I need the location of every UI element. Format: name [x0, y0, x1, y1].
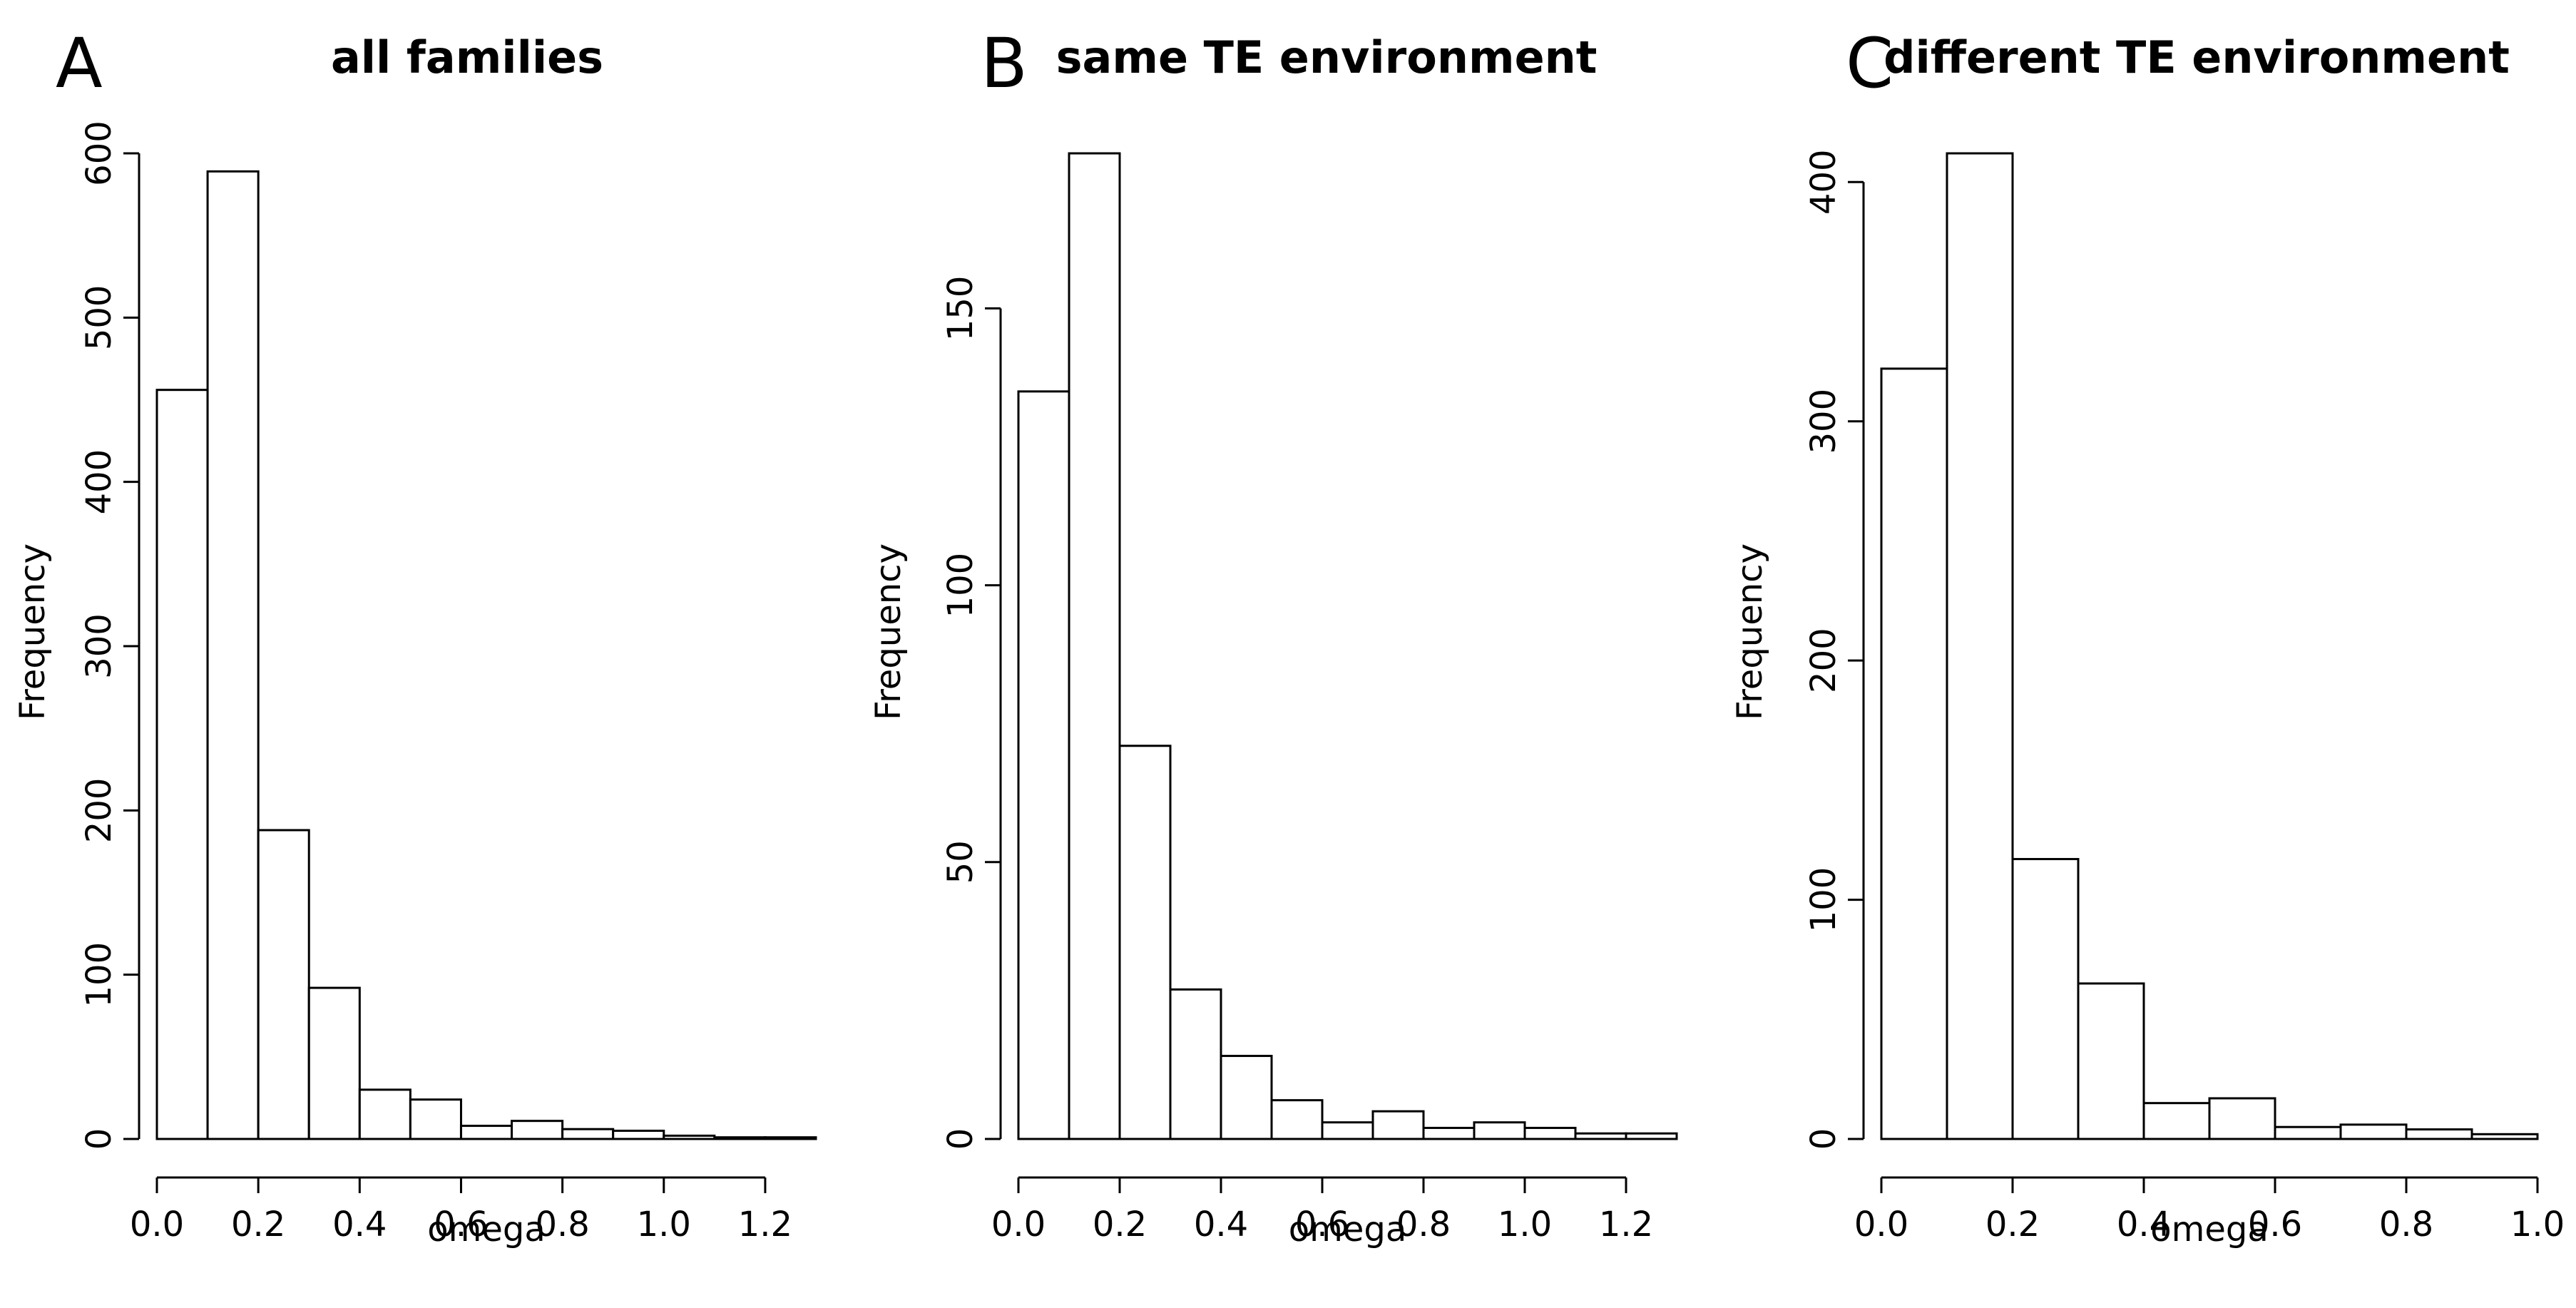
x-tick-label: 0.6	[2248, 1205, 2302, 1245]
y-tick-label: 200	[1804, 628, 1844, 693]
histogram-bar	[206, 170, 260, 1140]
y-tick-label: 50	[941, 840, 981, 884]
x-tick-label: 1.0	[1498, 1205, 1552, 1245]
histogram-bar	[2405, 1128, 2473, 1140]
histogram-bar	[2339, 1123, 2408, 1140]
x-axis: 0.0 0.2 0.4 0.6 0.8 1.0 1.2	[991, 1176, 1653, 1245]
histogram-bar	[155, 389, 209, 1140]
x-tick-label: 1.0	[2510, 1205, 2565, 1245]
histogram-bar	[257, 829, 310, 1140]
x-axis: 0.0 0.2 0.4 0.6 0.8 1.0	[1854, 1176, 2565, 1245]
x-tick-label: 0.2	[1093, 1205, 1147, 1245]
bars	[155, 170, 817, 1140]
histogram-bar	[511, 1120, 564, 1140]
panel-title: same TE environment	[1056, 31, 1598, 83]
x-tick-label: 0.2	[231, 1205, 285, 1245]
x-axis: 0.0 0.2 0.4 0.6 0.8 1.0 1.2	[130, 1176, 792, 1245]
y-tick-label: 600	[79, 121, 119, 186]
y-tick-label: 0	[941, 1128, 981, 1150]
histogram-bar	[1422, 1126, 1476, 1140]
x-axis-label: omega	[2150, 1210, 2269, 1250]
y-tick-label: 0	[1804, 1128, 1844, 1150]
x-tick-label: 1.2	[738, 1205, 792, 1245]
y-axis: 0 100 200 300 400	[1804, 149, 1865, 1150]
y-axis: 0 50 100 150	[941, 276, 1002, 1150]
histogram-bar	[1946, 152, 2014, 1140]
y-axis: 0 100 200 300 400 500 600	[79, 121, 140, 1150]
histogram-bar	[2011, 858, 2080, 1140]
histogram-bar	[358, 1088, 412, 1140]
y-tick-label: 400	[79, 449, 119, 515]
x-tick-label: 0.4	[1194, 1205, 1248, 1245]
y-tick-label: 100	[79, 942, 119, 1008]
x-tick-label: 0.8	[1396, 1205, 1451, 1245]
y-tick-label: 300	[1804, 389, 1844, 454]
histogram-bar	[1574, 1132, 1627, 1140]
histogram-bar	[2208, 1097, 2276, 1140]
histogram-bar	[1880, 367, 1948, 1140]
panel-c: C different TE environment omega Frequen…	[1730, 24, 2565, 1250]
x-tick-label: 0.4	[332, 1205, 387, 1245]
x-tick-label: 0.0	[130, 1205, 184, 1245]
histogram-bar	[2274, 1125, 2342, 1140]
y-tick-label: 100	[941, 553, 981, 618]
histogram-bar	[2077, 982, 2145, 1140]
panel-letter: A	[56, 24, 103, 103]
x-tick-label: 0.2	[1985, 1205, 2040, 1245]
panel-letter: C	[1846, 24, 1893, 103]
histogram-bar	[1270, 1099, 1324, 1140]
histogram-bar	[1118, 745, 1172, 1140]
x-tick-label: 0.8	[2379, 1205, 2433, 1245]
y-axis-label: Frequency	[13, 543, 53, 720]
y-tick-label: 150	[941, 276, 981, 342]
panel-a: A all families omega Frequency 0 100 200 30…	[13, 24, 817, 1250]
panel-title: different TE environment	[1884, 31, 2510, 83]
panel-letter: B	[981, 24, 1028, 103]
histogram-bar	[307, 986, 361, 1140]
x-tick-label: 0.8	[535, 1205, 589, 1245]
histogram-bar	[459, 1125, 513, 1140]
y-axis-label: Frequency	[1730, 543, 1770, 720]
histogram-bar	[663, 1134, 716, 1140]
bars	[1880, 152, 2539, 1140]
panel-title: all families	[331, 31, 603, 83]
x-tick-label: 0.6	[434, 1205, 488, 1245]
x-tick-label: 0.0	[1854, 1205, 1908, 1245]
x-tick-label: 0.6	[1295, 1205, 1349, 1245]
histogram-bar	[612, 1129, 665, 1140]
x-tick-label: 1.0	[637, 1205, 691, 1245]
bars	[1017, 152, 1678, 1140]
histogram-bar	[1321, 1121, 1374, 1140]
y-tick-label: 500	[79, 285, 119, 351]
histogram-bar	[1371, 1110, 1425, 1140]
x-tick-label: 0.0	[991, 1205, 1046, 1245]
histogram-bar	[561, 1128, 615, 1140]
histogram-bar	[2470, 1133, 2539, 1140]
histogram-bar	[1220, 1055, 1273, 1140]
histogram-bar	[1523, 1126, 1577, 1140]
histogram-bar	[2142, 1102, 2211, 1140]
histogram-bar	[1017, 390, 1070, 1140]
y-tick-label: 400	[1804, 149, 1844, 215]
histogram-bar	[1068, 152, 1121, 1140]
y-tick-label: 100	[1804, 867, 1844, 933]
y-tick-label: 200	[79, 778, 119, 844]
x-tick-label: 1.2	[1599, 1205, 1653, 1245]
panel-b: B same TE environment omega Frequency 0 5…	[869, 24, 1678, 1250]
y-tick-label: 0	[79, 1128, 119, 1150]
y-axis-label: Frequency	[869, 543, 909, 720]
histogram-bar	[1625, 1132, 1678, 1140]
histogram-bar	[409, 1098, 462, 1140]
histogram-bar	[713, 1136, 767, 1140]
x-axis-label: omega	[427, 1210, 546, 1250]
histogram-bar	[1473, 1121, 1526, 1140]
histogram-bar	[764, 1136, 817, 1140]
y-tick-label: 300	[79, 613, 119, 679]
x-tick-label: 0.4	[2117, 1205, 2171, 1245]
histogram-bar	[1169, 988, 1222, 1140]
x-axis-label: omega	[1289, 1210, 1407, 1250]
